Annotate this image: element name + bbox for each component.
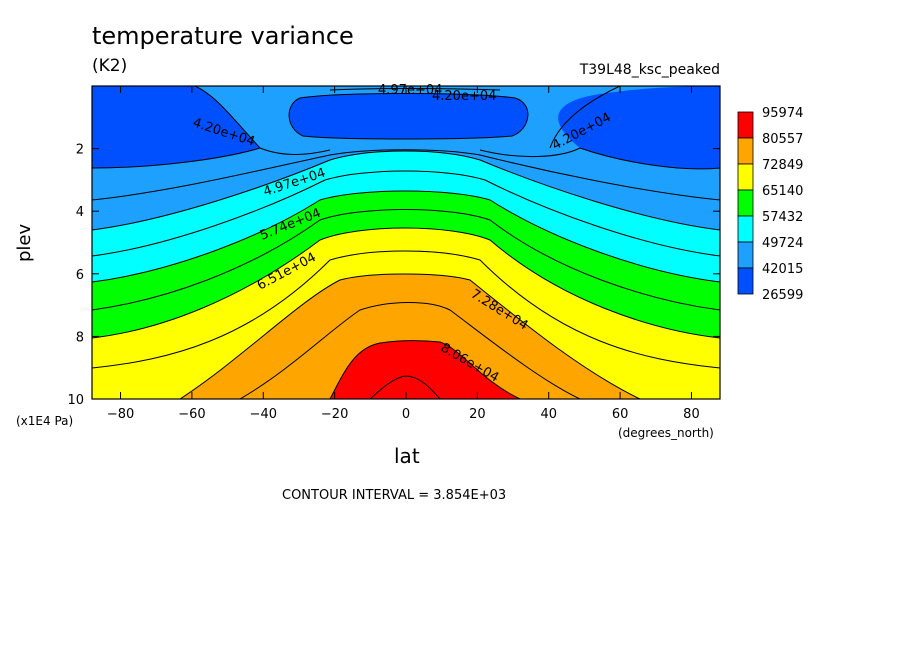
contour-line xyxy=(369,375,441,399)
chart-title: temperature variance xyxy=(92,22,354,50)
colorbar-swatch xyxy=(737,111,754,139)
colorbar-swatch xyxy=(737,163,754,191)
x-tick-label: −20 xyxy=(321,407,348,422)
colorbar-swatch xyxy=(737,189,754,217)
colorbar-label: 49724 xyxy=(762,236,803,251)
contour-line xyxy=(92,227,720,339)
colorbar-label: 95974 xyxy=(762,106,803,121)
x-axis-units: (degrees_north) xyxy=(618,426,714,440)
colorbar-swatch xyxy=(737,267,754,295)
colorbar-label: 26599 xyxy=(762,288,803,303)
contour-line xyxy=(92,149,720,201)
contour-line xyxy=(92,250,720,369)
colorbar-label: 80557 xyxy=(762,132,803,147)
y-tick-label: 4 xyxy=(76,205,84,220)
run-label: T39L48_ksc_peaked xyxy=(579,62,720,78)
colorbar-label: 72849 xyxy=(762,158,803,173)
y-axis: 2 4 6 8 10 xyxy=(67,143,720,408)
contour-fills xyxy=(92,86,720,399)
x-tick-label: 40 xyxy=(540,407,557,422)
contour-band xyxy=(92,86,260,168)
x-tick-label: 20 xyxy=(469,407,486,422)
contour-band xyxy=(180,274,640,399)
contour-line xyxy=(92,209,720,311)
contour-label: 4.20e+04 xyxy=(432,89,496,104)
contour-line xyxy=(329,340,521,399)
contour-lines xyxy=(92,86,720,399)
y-tick-label: 2 xyxy=(76,143,84,158)
y-tick-label: 6 xyxy=(76,268,84,283)
contour-line xyxy=(239,302,581,399)
y-axis-label: plev xyxy=(14,223,35,262)
contour-line xyxy=(549,86,621,149)
contour-interval: CONTOUR INTERVAL = 3.854E+03 xyxy=(282,488,507,503)
contour-line xyxy=(329,88,501,91)
x-axis-label: lat xyxy=(394,444,420,468)
contour-band xyxy=(330,340,520,399)
contour-line xyxy=(92,150,720,231)
contour-line xyxy=(92,170,720,257)
colorbar-swatch xyxy=(737,215,754,243)
colorbar-swatch xyxy=(737,137,754,165)
contour-line xyxy=(92,147,331,169)
contour-line xyxy=(479,147,720,170)
contour-line xyxy=(288,93,529,140)
x-tick-label: 0 xyxy=(402,407,410,422)
y-axis-scale: (x1E4 Pa) xyxy=(16,414,74,428)
contour-band xyxy=(92,86,720,169)
colorbar-label: 65140 xyxy=(762,184,803,199)
colorbar: 95974 80557 72849 65140 57432 49724 42015 26599 xyxy=(737,106,803,303)
x-tick-label: −80 xyxy=(107,407,134,422)
contour-line xyxy=(194,86,261,149)
contour-band xyxy=(289,93,528,139)
x-axis: −80 −60 −40 −20 0 20 40 60 80 xyxy=(107,86,700,422)
contour-line xyxy=(179,273,641,399)
colorbar-label: 42015 xyxy=(762,262,803,277)
chart-units: (K2) xyxy=(92,56,128,76)
contour-line xyxy=(92,190,720,283)
colorbar-label: 57432 xyxy=(762,210,803,225)
y-tick-label: 8 xyxy=(76,330,84,345)
x-tick-label: 60 xyxy=(612,407,629,422)
x-tick-label: 80 xyxy=(683,407,700,422)
y-tick-label: 10 xyxy=(67,393,84,408)
x-tick-label: −40 xyxy=(250,407,277,422)
contour-label: 4.97e+04 xyxy=(378,83,442,98)
colorbar-swatch xyxy=(737,241,754,269)
x-tick-label: −60 xyxy=(178,407,205,422)
